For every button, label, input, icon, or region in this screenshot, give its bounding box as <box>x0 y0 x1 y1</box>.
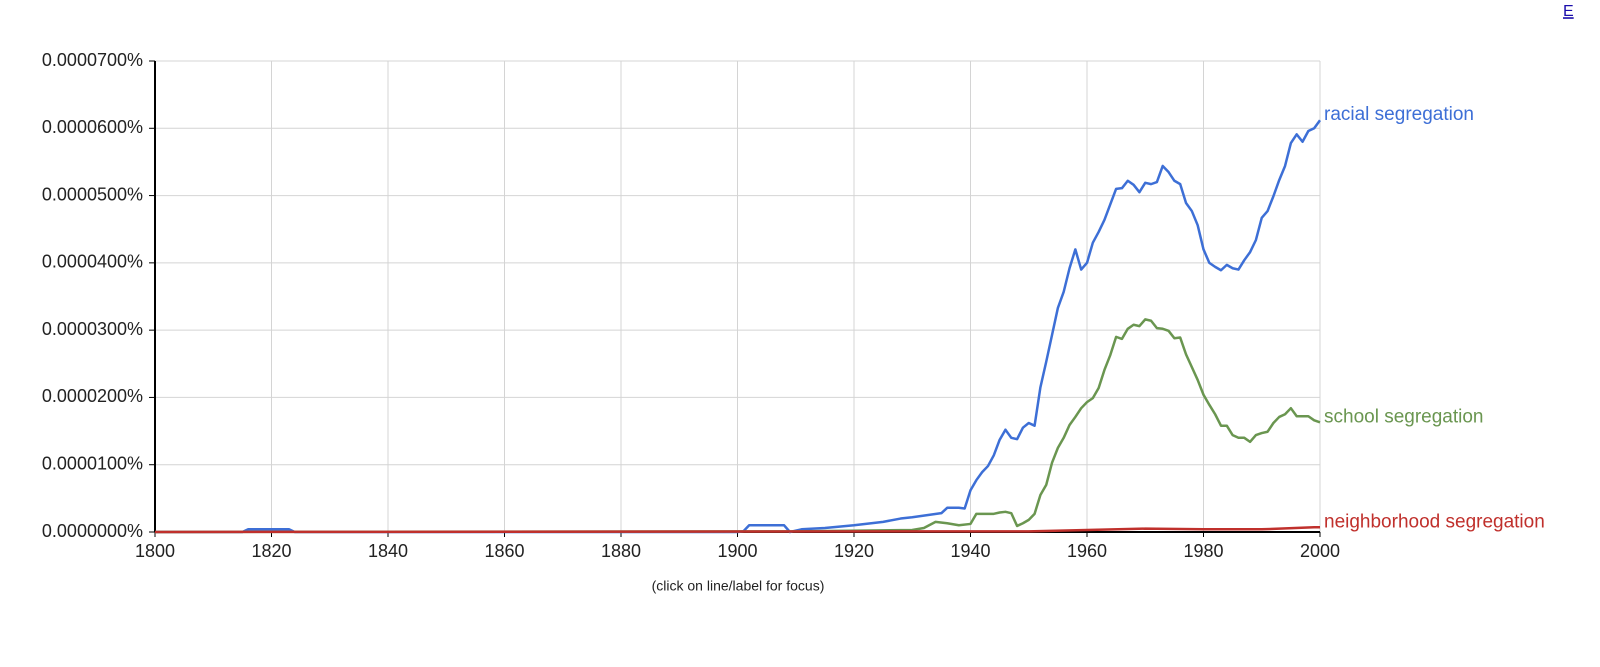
x-tick-label: 1880 <box>601 541 641 561</box>
series-label[interactable]: racial segregation <box>1324 104 1474 125</box>
x-tick-label: 1920 <box>834 541 874 561</box>
x-tick-label: 1900 <box>717 541 757 561</box>
series-label[interactable]: neighborhood segregation <box>1324 511 1545 532</box>
x-tick-label: 2000 <box>1300 541 1340 561</box>
y-tick-label: 0.0000200% <box>42 386 143 406</box>
y-tick-label: 0.0000100% <box>42 453 143 473</box>
corner-link[interactable]: E <box>1563 3 1574 20</box>
y-tick-label: 0.0000700% <box>42 50 143 70</box>
x-tick-label: 1860 <box>484 541 524 561</box>
x-tick-label: 1960 <box>1067 541 1107 561</box>
y-tick-label: 0.0000600% <box>42 117 143 137</box>
y-tick-label: 0.0000300% <box>42 319 143 339</box>
x-tick-label: 1940 <box>950 541 990 561</box>
series-line[interactable] <box>155 119 1322 534</box>
x-tick-label: 1980 <box>1183 541 1223 561</box>
y-tick-label: 0.0000400% <box>42 252 143 272</box>
y-tick-label: 0.0000500% <box>42 184 143 204</box>
note: (click on line/label for focus) <box>652 578 825 594</box>
series-line[interactable] <box>154 318 1321 534</box>
x-tick-label: 1820 <box>251 541 291 561</box>
y-tick-label: 0.0000000% <box>42 521 143 541</box>
x-tick-label: 1800 <box>135 541 175 561</box>
x-tick-label: 1840 <box>368 541 408 561</box>
series-line[interactable] <box>154 526 1320 534</box>
series-label[interactable]: school segregation <box>1324 406 1484 427</box>
